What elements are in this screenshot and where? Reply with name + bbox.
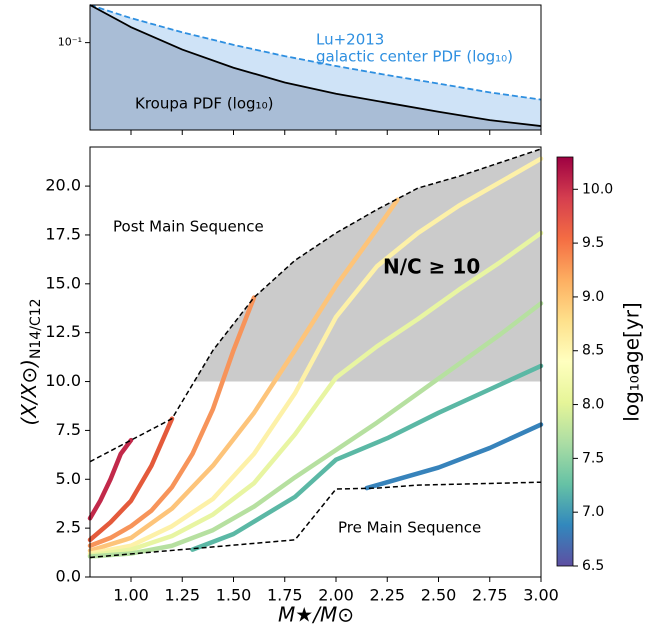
annotation: N/C ≥ 10 xyxy=(383,255,480,279)
y-tick-label: 2.5 xyxy=(56,518,81,537)
annotation: Pre Main Sequence xyxy=(338,519,481,537)
colorbar-tick-label: 8.5 xyxy=(582,343,604,359)
colorbar-tick-label: 7.5 xyxy=(582,450,604,466)
isochrone xyxy=(87,156,544,556)
y-tick-label: 12.5 xyxy=(45,322,81,341)
annotation: Lu+2013 xyxy=(316,31,384,49)
region xyxy=(194,148,541,382)
x-tick-label: 2.50 xyxy=(421,586,457,605)
y-tick-label: 5.0 xyxy=(56,469,81,488)
y-axis-label: (X/X⊙)N14/C12 xyxy=(17,298,45,425)
y-tick-label: 10.0 xyxy=(45,371,81,390)
axes-frame xyxy=(89,4,542,131)
annotation: galactic center PDF (log₁₀) xyxy=(316,48,513,66)
boundary-line xyxy=(89,148,542,463)
x-tick-label: 2.00 xyxy=(318,586,354,605)
isochrone xyxy=(364,422,544,491)
isochrone xyxy=(87,230,544,558)
x-tick-label: 3.00 xyxy=(523,586,559,605)
y-tick-label: 0.0 xyxy=(56,567,81,586)
colorbar-tick-label: 7.0 xyxy=(582,504,604,520)
isochrone xyxy=(87,197,400,553)
colorbar-tick-label: 10.0 xyxy=(582,181,613,197)
y-tick-label: 15.0 xyxy=(45,273,81,292)
colorbar-label: log₁₀age[yr] xyxy=(620,302,644,421)
pdf-line xyxy=(89,4,542,101)
area xyxy=(90,5,541,130)
colorbar-tick-label: 9.5 xyxy=(582,235,604,251)
boundary-line xyxy=(89,481,542,559)
isochrone xyxy=(190,363,544,552)
colorbar-tick-label: 9.0 xyxy=(582,289,604,305)
pdf-line xyxy=(89,4,542,127)
y-axis-label-sub: N14/C12 xyxy=(28,298,44,359)
annotation: Kroupa PDF (log₁₀) xyxy=(135,95,273,113)
isochrone xyxy=(87,416,175,543)
colorbar-tick-label: 8.0 xyxy=(582,397,604,413)
x-axis-label: M★/M⊙ xyxy=(278,603,354,627)
x-tick-label: 1.50 xyxy=(216,586,252,605)
x-tick-label: 2.25 xyxy=(369,586,405,605)
x-tick-label: 1.00 xyxy=(113,586,149,605)
annotation: Post Main Sequence xyxy=(113,218,264,236)
x-tick-label: 1.75 xyxy=(267,586,303,605)
x-tick-label: 1.25 xyxy=(164,586,200,605)
isochrone xyxy=(87,295,257,548)
axes-frame xyxy=(89,146,542,578)
y-tick-label: 7.5 xyxy=(56,420,81,439)
isochrone xyxy=(87,437,134,521)
isochrone xyxy=(87,301,544,559)
y-tick-label: 10⁻¹ xyxy=(58,36,82,49)
x-tick-label: 2.75 xyxy=(472,586,508,605)
y-tick-label: 17.5 xyxy=(45,224,81,243)
y-tick-label: 20.0 xyxy=(45,176,81,195)
colorbar xyxy=(556,156,574,567)
y-axis-label-main: (X/X⊙) xyxy=(17,359,41,426)
colorbar-tick-label: 6.5 xyxy=(582,558,604,574)
